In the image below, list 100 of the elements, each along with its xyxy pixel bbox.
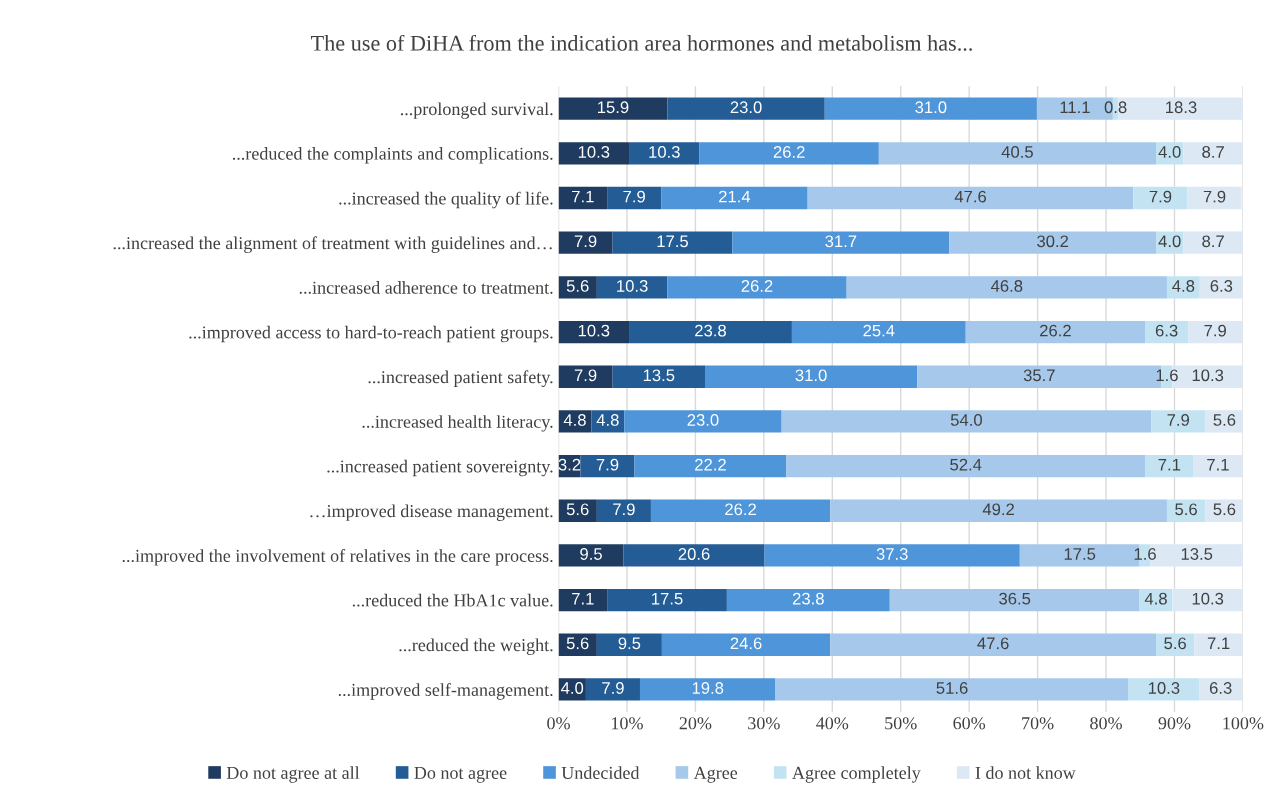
bar bbox=[558, 142, 630, 165]
data-label: 7.9 bbox=[574, 235, 597, 248]
bar bbox=[726, 588, 890, 612]
data-label: 47.6 bbox=[977, 637, 1009, 650]
data-label: 6.3 bbox=[1155, 324, 1178, 337]
data-label: 52.4 bbox=[950, 458, 982, 471]
bar bbox=[1193, 454, 1243, 478]
data-label: 26.2 bbox=[741, 280, 773, 292]
data-label: 4.0 bbox=[1158, 235, 1181, 248]
bar bbox=[591, 410, 625, 433]
data-label: 10.3 bbox=[1192, 369, 1224, 382]
legend-label: Agree bbox=[693, 766, 738, 783]
bar bbox=[667, 97, 825, 120]
bar bbox=[846, 276, 1167, 299]
data-label: 31.0 bbox=[795, 369, 827, 382]
y-tick-label: ...increased patient sovereignty. bbox=[327, 459, 553, 477]
data-label: 23.8 bbox=[792, 592, 824, 605]
bar bbox=[661, 186, 808, 210]
data-label: 7.9 bbox=[602, 682, 624, 694]
data-label: 46.8 bbox=[990, 280, 1023, 292]
bar bbox=[596, 633, 662, 656]
data-label: 7.1 bbox=[572, 592, 594, 605]
data-label: 17.5 bbox=[657, 235, 689, 248]
data-label: 7.1 bbox=[572, 190, 594, 203]
data-label: 5.6 bbox=[1213, 414, 1236, 426]
bar bbox=[634, 454, 787, 478]
x-tick-label: 50% bbox=[885, 717, 917, 730]
bar bbox=[830, 633, 1156, 656]
data-label: 4.8 bbox=[563, 414, 586, 426]
data-label: 7.1 bbox=[1158, 458, 1181, 471]
legend-label: Undecided bbox=[561, 766, 640, 779]
data-label: 15.9 bbox=[598, 101, 629, 114]
bar bbox=[612, 231, 733, 254]
data-label: 40.5 bbox=[1001, 146, 1033, 158]
bar bbox=[629, 142, 700, 165]
bar bbox=[1187, 186, 1242, 210]
bar bbox=[1199, 276, 1243, 299]
bar bbox=[1128, 678, 1200, 701]
data-label: 13.5 bbox=[643, 369, 675, 382]
data-label: 10.3 bbox=[578, 146, 610, 158]
data-label: 47.6 bbox=[954, 190, 987, 203]
bar bbox=[1145, 320, 1189, 344]
bar bbox=[1156, 142, 1184, 165]
y-tick-label: ...improved self-management. bbox=[338, 683, 553, 700]
data-label: 10.3 bbox=[649, 146, 680, 158]
data-label: 37.3 bbox=[876, 548, 908, 560]
bar bbox=[705, 365, 918, 388]
data-label: 4.8 bbox=[596, 414, 619, 426]
x-tick-label: 0% bbox=[547, 717, 570, 730]
data-label: 10.3 bbox=[578, 324, 610, 337]
data-label: 19.8 bbox=[692, 682, 724, 694]
bar bbox=[786, 454, 1146, 478]
data-label: 0.8 bbox=[1104, 101, 1127, 114]
data-label: 10.3 bbox=[617, 280, 648, 292]
x-tick-label: 100% bbox=[1223, 717, 1264, 730]
bar bbox=[650, 499, 831, 522]
bar bbox=[596, 276, 668, 299]
bar bbox=[1151, 410, 1206, 433]
data-label: 7.9 bbox=[613, 503, 635, 516]
data-label: 10.3 bbox=[1192, 592, 1224, 605]
bar bbox=[1188, 320, 1243, 344]
bar bbox=[558, 186, 608, 210]
y-tick-label: ...reduced the weight. bbox=[399, 638, 553, 655]
data-label: 26.2 bbox=[1040, 324, 1071, 337]
data-label: 7.9 bbox=[1149, 190, 1172, 203]
data-label: 7.9 bbox=[574, 369, 597, 382]
bar bbox=[558, 544, 624, 567]
data-label: 9.5 bbox=[580, 548, 602, 560]
y-tick-label: ...improved the involvement of relatives in the care process. bbox=[122, 549, 553, 566]
data-label: 31.7 bbox=[825, 235, 857, 248]
y-tick-label: ...increased health literacy. bbox=[362, 415, 553, 432]
data-label: 25.4 bbox=[863, 324, 895, 337]
data-label: 8.7 bbox=[1202, 146, 1224, 158]
y-tick-label: ...reduced the complaints and complications. bbox=[232, 147, 553, 164]
data-label: 54.0 bbox=[950, 414, 982, 426]
bar bbox=[949, 231, 1156, 254]
data-label: 7.9 bbox=[596, 458, 619, 471]
data-label: 9.5 bbox=[618, 637, 641, 650]
data-label: 13.5 bbox=[1181, 548, 1213, 560]
data-label: 35.7 bbox=[1023, 369, 1055, 382]
data-label: 10.3 bbox=[1148, 682, 1180, 694]
bar bbox=[791, 320, 966, 344]
bar bbox=[596, 499, 651, 522]
bar bbox=[558, 320, 630, 344]
data-label: 23.0 bbox=[687, 414, 719, 426]
data-label: 26.2 bbox=[725, 503, 756, 516]
bar bbox=[965, 320, 1146, 344]
y-tick-label: ...increased the quality of life. bbox=[339, 191, 553, 209]
bar bbox=[1183, 231, 1243, 254]
data-label: 7.9 bbox=[623, 190, 645, 203]
data-label: 1.6 bbox=[1134, 548, 1156, 560]
bar bbox=[781, 410, 1152, 433]
bar bbox=[699, 142, 879, 165]
data-label: 6.3 bbox=[1210, 280, 1233, 292]
bar bbox=[1172, 588, 1243, 612]
bar bbox=[607, 186, 662, 210]
data-label: 7.9 bbox=[1203, 190, 1226, 203]
data-label: 26.2 bbox=[773, 146, 805, 158]
bar bbox=[824, 97, 1037, 120]
data-label: 5.6 bbox=[1213, 503, 1236, 516]
